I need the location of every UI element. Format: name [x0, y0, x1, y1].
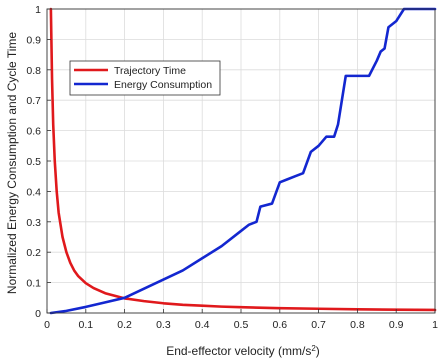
series-lines [49, 7, 437, 315]
series-line-energy-consumption [49, 7, 437, 315]
x-tick-label: 0.2 [117, 319, 132, 331]
y-tick-label: 0 [35, 308, 41, 320]
x-tick-labels: 0 0.1 0.2 0.3 0.4 0.5 0.6 0.7 0.8 0.9 1 [44, 319, 438, 331]
x-tick-label: 0.9 [389, 319, 404, 331]
x-tick-label: 0.5 [234, 319, 249, 331]
y-tick-label: 1 [35, 4, 41, 16]
legend-label-trajectory-time: Trajectory Time [114, 65, 186, 77]
x-tick-label: 0.6 [272, 319, 287, 331]
y-tick-label: 0.1 [26, 278, 41, 290]
y-tick-label: 0.5 [26, 156, 41, 168]
legend-label-energy-consumption: Energy Consumption [114, 79, 212, 91]
y-tick-label: 0.9 [26, 34, 41, 46]
legend: Trajectory Time Energy Consumption [69, 60, 221, 96]
y-tick-label: 0.4 [26, 186, 41, 198]
y-axis-label: Normalized Energy Consumption and Cycle … [5, 32, 19, 294]
x-axis-label: End-effector velocity (mm/s2) [166, 344, 320, 359]
x-tick-label: 0 [44, 319, 50, 331]
y-tick-label: 0.3 [26, 217, 41, 229]
y-tick-label: 0.7 [26, 95, 41, 107]
y-tick-labels: 0 0.1 0.2 0.3 0.4 0.5 0.6 0.7 0.8 0.9 1 [26, 4, 41, 320]
series-line-trajectory-time [49, 7, 437, 312]
x-tick-label: 0.4 [195, 319, 210, 331]
x-tick-label: 0.7 [311, 319, 326, 331]
plot-frame [46, 8, 436, 314]
axes [46, 8, 436, 314]
legend-box [69, 60, 221, 96]
y-tick-label: 0.6 [26, 126, 41, 138]
x-tick-label: 1 [432, 319, 438, 331]
y-tick-label: 0.2 [26, 247, 41, 259]
y-tick-label: 0.8 [26, 65, 41, 77]
x-tick-label: 0.1 [78, 319, 93, 331]
x-tick-label: 0.8 [350, 319, 365, 331]
x-tick-label: 0.3 [156, 319, 171, 331]
